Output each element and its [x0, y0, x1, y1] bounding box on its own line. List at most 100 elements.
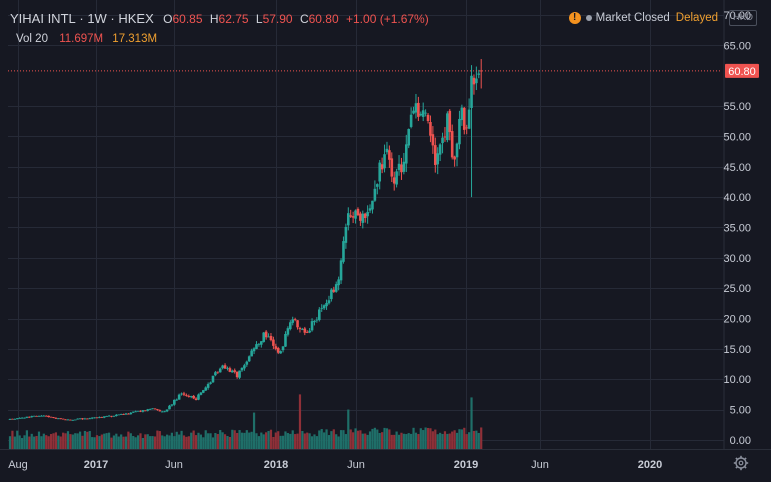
candle-body — [119, 414, 123, 416]
candle-body — [426, 114, 430, 122]
candle-body — [238, 370, 241, 378]
volume-bar — [395, 431, 398, 449]
volume-bar — [57, 435, 60, 449]
volume-bar — [269, 429, 273, 449]
candle-body — [185, 394, 188, 396]
volume-bar — [281, 435, 285, 449]
volume-bar — [245, 430, 248, 449]
candle-body — [330, 289, 333, 300]
candle-body — [177, 394, 181, 400]
candle-body — [479, 70, 483, 72]
volume-value: 11.697M — [59, 33, 104, 45]
volume-bar — [180, 430, 183, 449]
volume-bar — [163, 436, 166, 449]
volume-bar — [385, 428, 389, 449]
symbol-title[interactable]: YIHAI INTL · 1W · HKEX — [10, 11, 154, 26]
volume-bar — [64, 433, 67, 449]
candle-body — [279, 351, 282, 354]
candle-body — [320, 307, 324, 309]
volume-bar — [429, 428, 432, 449]
volume-bar — [33, 436, 36, 449]
volume-bar — [28, 436, 31, 449]
volume-bar — [260, 432, 263, 449]
volume-bar — [120, 434, 123, 449]
volume-legend[interactable]: Vol 20 11.697M 17.313M — [16, 33, 157, 45]
time-axis[interactable]: Aug 2017 Jun 2018 Jun 2019 Jun 2020 — [8, 459, 662, 471]
candle-body — [272, 339, 275, 346]
volume-bar — [144, 434, 147, 449]
volume-bar — [397, 434, 401, 449]
candle-body — [322, 305, 326, 309]
volume-bar — [78, 431, 82, 449]
candle-body — [462, 107, 466, 130]
candle-body — [148, 409, 152, 410]
candle-body — [71, 419, 75, 421]
y-tick-label: 30.00 — [723, 253, 751, 265]
volume-bar — [149, 436, 152, 449]
volume-bar — [66, 431, 70, 449]
candle-body — [47, 415, 50, 418]
volume-bar — [381, 432, 384, 449]
volume-bar — [124, 436, 128, 449]
volume-bar — [468, 432, 471, 449]
volume-bar — [122, 436, 125, 449]
volume-bar — [323, 432, 326, 449]
candle-body — [424, 112, 427, 114]
volume-bar — [318, 430, 321, 449]
warning-icon[interactable]: ! — [568, 12, 581, 24]
candle-body — [419, 113, 423, 116]
market-closed-text: Market Closed — [595, 12, 670, 24]
candle-body — [274, 346, 278, 349]
volume-bar — [330, 431, 333, 449]
candle-body — [392, 177, 396, 184]
candle-body — [59, 418, 63, 420]
volume-bar — [388, 429, 391, 449]
price-axis[interactable]: 0.00 5.00 10.00 15.00 20.00 25.00 30.00 35.00 40… — [723, 10, 751, 447]
candle-body — [127, 413, 130, 415]
volume-bar — [327, 435, 331, 449]
candle-body — [455, 143, 459, 158]
candle-body — [337, 279, 340, 286]
candle-body — [286, 328, 290, 335]
volume-bar — [110, 437, 113, 449]
volume-bar — [480, 427, 483, 449]
candle-body — [349, 215, 353, 217]
candle-body — [264, 331, 268, 338]
last-price-tag: 60.80 — [725, 63, 759, 78]
candle-body — [383, 154, 386, 169]
volume-bar — [204, 430, 207, 449]
candle-body — [192, 395, 195, 399]
y-tick-label: 55.00 — [723, 101, 751, 113]
volume-bar — [352, 432, 355, 449]
candle-body — [344, 226, 348, 243]
candle-body — [76, 418, 79, 420]
candle-body — [380, 164, 384, 170]
gear-icon[interactable] — [733, 455, 749, 471]
candle-body — [436, 153, 439, 165]
candle-body — [218, 368, 222, 373]
candle-body — [412, 110, 415, 114]
y-tick-label: 15.00 — [723, 344, 751, 356]
candle-body — [308, 330, 311, 333]
candle-body — [64, 419, 67, 421]
volume-bar — [361, 433, 364, 449]
volume-bar — [308, 433, 311, 449]
volume-bar — [226, 435, 229, 449]
candle-body — [450, 131, 454, 158]
y-tick-label: 5.00 — [730, 405, 751, 417]
candle-body — [165, 409, 169, 412]
candle-body — [431, 134, 435, 146]
volume-bar — [257, 436, 260, 449]
candle-body — [339, 260, 343, 281]
candle-body — [429, 122, 432, 136]
candle-body — [110, 415, 113, 417]
volume-bar — [400, 432, 403, 449]
volume-bar — [37, 431, 41, 449]
volume-bar — [170, 432, 173, 449]
volume-bar — [100, 434, 103, 449]
candle-body — [390, 158, 394, 177]
candle-body — [354, 210, 357, 219]
volume-bar — [424, 427, 427, 449]
